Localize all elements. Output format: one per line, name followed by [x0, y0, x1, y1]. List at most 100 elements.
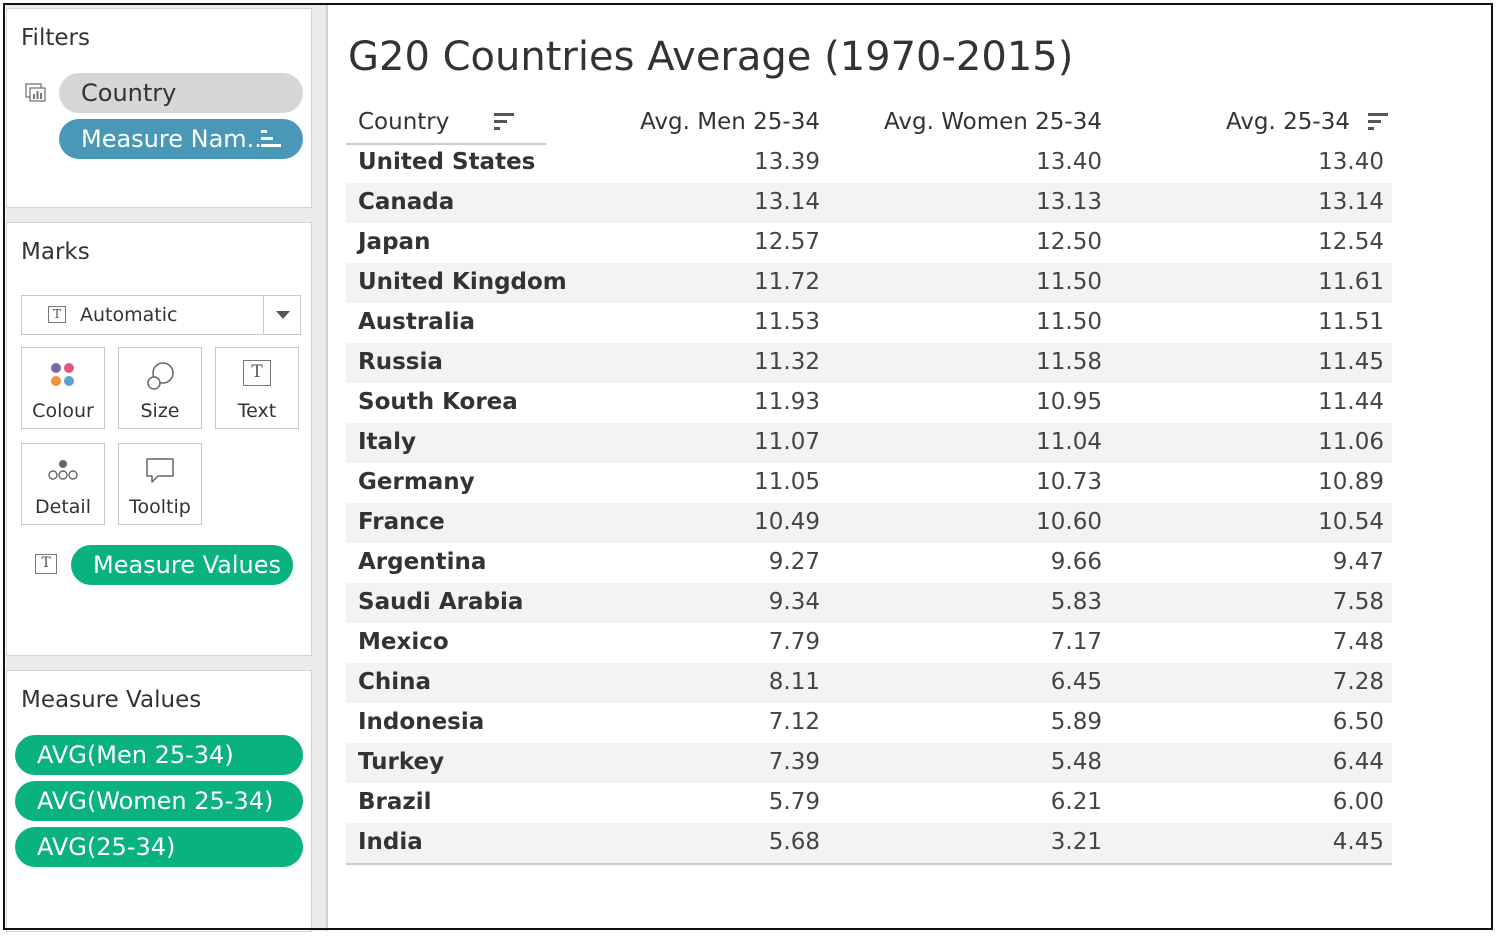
tooltip-button[interactable]: Tooltip: [118, 443, 202, 525]
table-row[interactable]: Turkey 7.39 5.48 6.44: [346, 743, 1392, 783]
measure-pill-men-label: AVG(Men 25-34): [37, 741, 234, 769]
tooltip-label: Tooltip: [129, 496, 191, 518]
measure-names-filter-label: Measure Nam..: [81, 125, 262, 153]
header-men[interactable]: Avg. Men 25-34: [640, 109, 820, 135]
table-row[interactable]: Japan 12.57 12.50 12.54: [346, 223, 1392, 263]
measure-names-filter-pill[interactable]: Measure Nam..: [59, 119, 303, 159]
table-row[interactable]: Australia 11.53 11.50 11.51: [346, 303, 1392, 343]
table-row[interactable]: Argentina 9.27 9.66 9.47: [346, 543, 1392, 583]
cell-country[interactable]: Australia: [358, 309, 476, 335]
cell-avg: 9.47: [1332, 549, 1384, 575]
cell-country[interactable]: Canada: [358, 189, 455, 215]
cell-country[interactable]: Russia: [358, 349, 443, 375]
cell-women: 5.48: [1050, 749, 1102, 775]
table-body: United States 13.39 13.40 13.40 Canada 13.14 1…: [346, 143, 1392, 863]
table-row[interactable]: Saudi Arabia 9.34 5.83 7.58: [346, 583, 1392, 623]
cell-women: 10.60: [1036, 509, 1102, 535]
table-bottom-divider-values: [546, 863, 1392, 865]
cell-country[interactable]: Argentina: [358, 549, 487, 575]
cell-men: 11.53: [754, 309, 820, 335]
detail-button[interactable]: Detail: [21, 443, 105, 525]
cell-country[interactable]: Japan: [358, 229, 431, 255]
cell-country[interactable]: Indonesia: [358, 709, 485, 735]
colour-button[interactable]: Colour: [21, 347, 105, 429]
table-row[interactable]: United States 13.39 13.40 13.40: [346, 143, 1392, 183]
cell-country[interactable]: South Korea: [358, 389, 518, 415]
mark-type-label: Automatic: [80, 304, 178, 326]
cell-avg: 7.28: [1332, 669, 1384, 695]
cell-country[interactable]: Germany: [358, 469, 475, 495]
cell-men: 13.14: [754, 189, 820, 215]
cell-women: 12.50: [1036, 229, 1102, 255]
cell-men: 8.11: [768, 669, 820, 695]
cell-avg: 6.00: [1332, 789, 1384, 815]
cell-country[interactable]: Brazil: [358, 789, 432, 815]
cell-country[interactable]: Mexico: [358, 629, 449, 655]
table-row[interactable]: United Kingdom 11.72 11.50 11.61: [346, 263, 1392, 303]
table-row[interactable]: China 8.11 6.45 7.28: [346, 663, 1392, 703]
filter-list-icon: [25, 83, 47, 103]
cell-avg: 12.54: [1318, 229, 1384, 255]
cell-women: 5.89: [1050, 709, 1102, 735]
cell-women: 9.66: [1050, 549, 1102, 575]
measure-pill-women[interactable]: AVG(Women 25-34): [15, 781, 303, 821]
measure-values-title: Measure Values: [21, 687, 202, 713]
filters-title: Filters: [21, 25, 90, 51]
cell-avg: 13.14: [1318, 189, 1384, 215]
cell-avg: 4.45: [1332, 829, 1384, 855]
table-row[interactable]: Brazil 5.79 6.21 6.00: [346, 783, 1392, 823]
cell-avg: 7.48: [1332, 629, 1384, 655]
cell-avg: 6.44: [1332, 749, 1384, 775]
data-table: Country Avg. Men 25-34 Avg. Women 25-34 …: [346, 103, 1392, 865]
table-row[interactable]: South Korea 11.93 10.95 11.44: [346, 383, 1392, 423]
cell-men: 5.68: [768, 829, 820, 855]
text-t-icon: T: [243, 360, 271, 386]
size-button[interactable]: Size: [118, 347, 202, 429]
sort-country-icon[interactable]: [494, 113, 514, 131]
cell-country[interactable]: United States: [358, 149, 536, 175]
cell-men: 11.07: [754, 429, 820, 455]
cell-men: 11.93: [754, 389, 820, 415]
cell-men: 11.05: [754, 469, 820, 495]
measure-values-text-pill[interactable]: Measure Values: [71, 545, 293, 585]
cell-men: 11.72: [754, 269, 820, 295]
table-row[interactable]: Mexico 7.79 7.17 7.48: [346, 623, 1392, 663]
cell-women: 11.04: [1036, 429, 1102, 455]
text-mark-icon: T: [48, 306, 66, 323]
table-row[interactable]: Germany 11.05 10.73 10.89: [346, 463, 1392, 503]
table-row[interactable]: Indonesia 7.12 5.89 6.50: [346, 703, 1392, 743]
table-row[interactable]: Canada 13.14 13.13 13.14: [346, 183, 1392, 223]
cell-country[interactable]: India: [358, 829, 423, 855]
table-row[interactable]: France 10.49 10.60 10.54: [346, 503, 1392, 543]
detail-dots-icon: [46, 456, 80, 488]
cell-men: 12.57: [754, 229, 820, 255]
sort-icon: [261, 130, 281, 148]
table-bottom-divider: [346, 863, 546, 865]
cell-avg: 11.06: [1318, 429, 1384, 455]
cell-country[interactable]: Saudi Arabia: [358, 589, 524, 615]
text-button[interactable]: T Text: [215, 347, 299, 429]
table-row[interactable]: Italy 11.07 11.04 11.06: [346, 423, 1392, 463]
sort-avg-icon[interactable]: [1368, 113, 1388, 131]
measure-values-text-label: Measure Values: [93, 551, 282, 579]
marks-card: Marks T Automatic Colour Size T: [6, 222, 312, 656]
cell-country[interactable]: Turkey: [358, 749, 445, 775]
cell-avg: 7.58: [1332, 589, 1384, 615]
measure-pill-men[interactable]: AVG(Men 25-34): [15, 735, 303, 775]
cell-country[interactable]: Italy: [358, 429, 416, 455]
header-country[interactable]: Country: [358, 109, 450, 135]
header-women[interactable]: Avg. Women 25-34: [884, 109, 1102, 135]
cell-country[interactable]: France: [358, 509, 445, 535]
cell-country[interactable]: China: [358, 669, 432, 695]
cell-women: 11.50: [1036, 309, 1102, 335]
mark-type-dropdown[interactable]: T Automatic: [21, 295, 301, 335]
table-row[interactable]: India 5.68 3.21 4.45: [346, 823, 1392, 863]
header-avg[interactable]: Avg. 25-34: [1225, 109, 1350, 135]
country-filter-pill[interactable]: Country: [59, 73, 303, 113]
cell-country[interactable]: United Kingdom: [358, 269, 567, 295]
measure-pill-avg[interactable]: AVG(25-34): [15, 827, 303, 867]
cell-women: 7.17: [1050, 629, 1102, 655]
table-row[interactable]: Russia 11.32 11.58 11.45: [346, 343, 1392, 383]
header-divider: [346, 143, 546, 145]
chevron-down-icon: [276, 311, 290, 319]
